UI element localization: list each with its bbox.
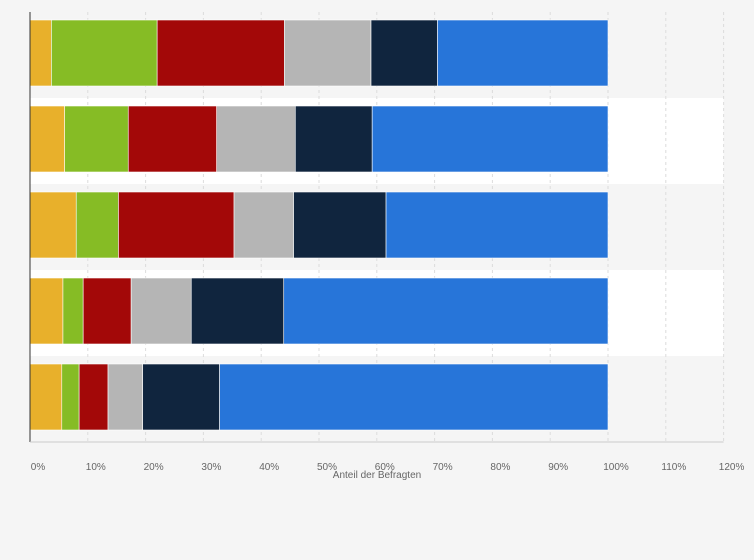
bar-segment [216, 105, 296, 173]
bar-segment [127, 105, 217, 173]
bar-segment [283, 277, 609, 345]
bar-segment [62, 277, 84, 345]
bar-segment [29, 363, 63, 431]
bar-segment [29, 105, 65, 173]
bar-segment [61, 363, 80, 431]
bar-segment [284, 19, 372, 87]
bar-segment [29, 277, 64, 345]
x-tick-label: 40% [259, 462, 279, 473]
x-tick-label: 30% [201, 462, 221, 473]
x-tick-labels: 0% 10% 20% 30% 40% 50% 60% 70% 80% 90% 100% 110% 120… [31, 462, 745, 473]
x-tick-label: 80% [490, 462, 510, 473]
bar-segment [29, 191, 77, 259]
bar-segment [51, 19, 158, 87]
x-tick-label: 110% [661, 462, 686, 473]
bar-segment [437, 19, 609, 87]
bar-segment [371, 105, 609, 173]
bar-segment [130, 277, 192, 345]
bar-segment [64, 105, 129, 173]
bar-segment [75, 191, 119, 259]
x-tick-label: 70% [433, 462, 453, 473]
x-tick-label: 120% [719, 462, 745, 473]
bar-segment [29, 19, 52, 87]
x-tick-label: 100% [603, 462, 629, 473]
x-tick-label: 50% [317, 462, 337, 473]
bar-segment [233, 191, 294, 259]
bar-segment [293, 191, 387, 259]
bar-segment [385, 191, 609, 259]
x-tick-label: 90% [548, 462, 568, 473]
bar-segment [82, 277, 132, 345]
bar-segment [118, 191, 235, 259]
x-tick-label: 60% [375, 462, 395, 473]
axes [29, 12, 724, 443]
bar-segment [219, 363, 609, 431]
bar-segment [78, 363, 109, 431]
x-tick-label: 0% [31, 462, 46, 473]
bar-segment [142, 363, 220, 431]
bar-segment [107, 363, 144, 431]
x-axis-title: Anteil der Befragten [333, 470, 421, 481]
x-tick-label: 20% [144, 462, 164, 473]
bar-segment [156, 19, 285, 87]
bar-segment [295, 105, 373, 173]
bar-segments [29, 19, 609, 431]
bar-segment [190, 277, 285, 345]
bar-segment [370, 19, 438, 87]
x-tick-label: 10% [86, 462, 106, 473]
